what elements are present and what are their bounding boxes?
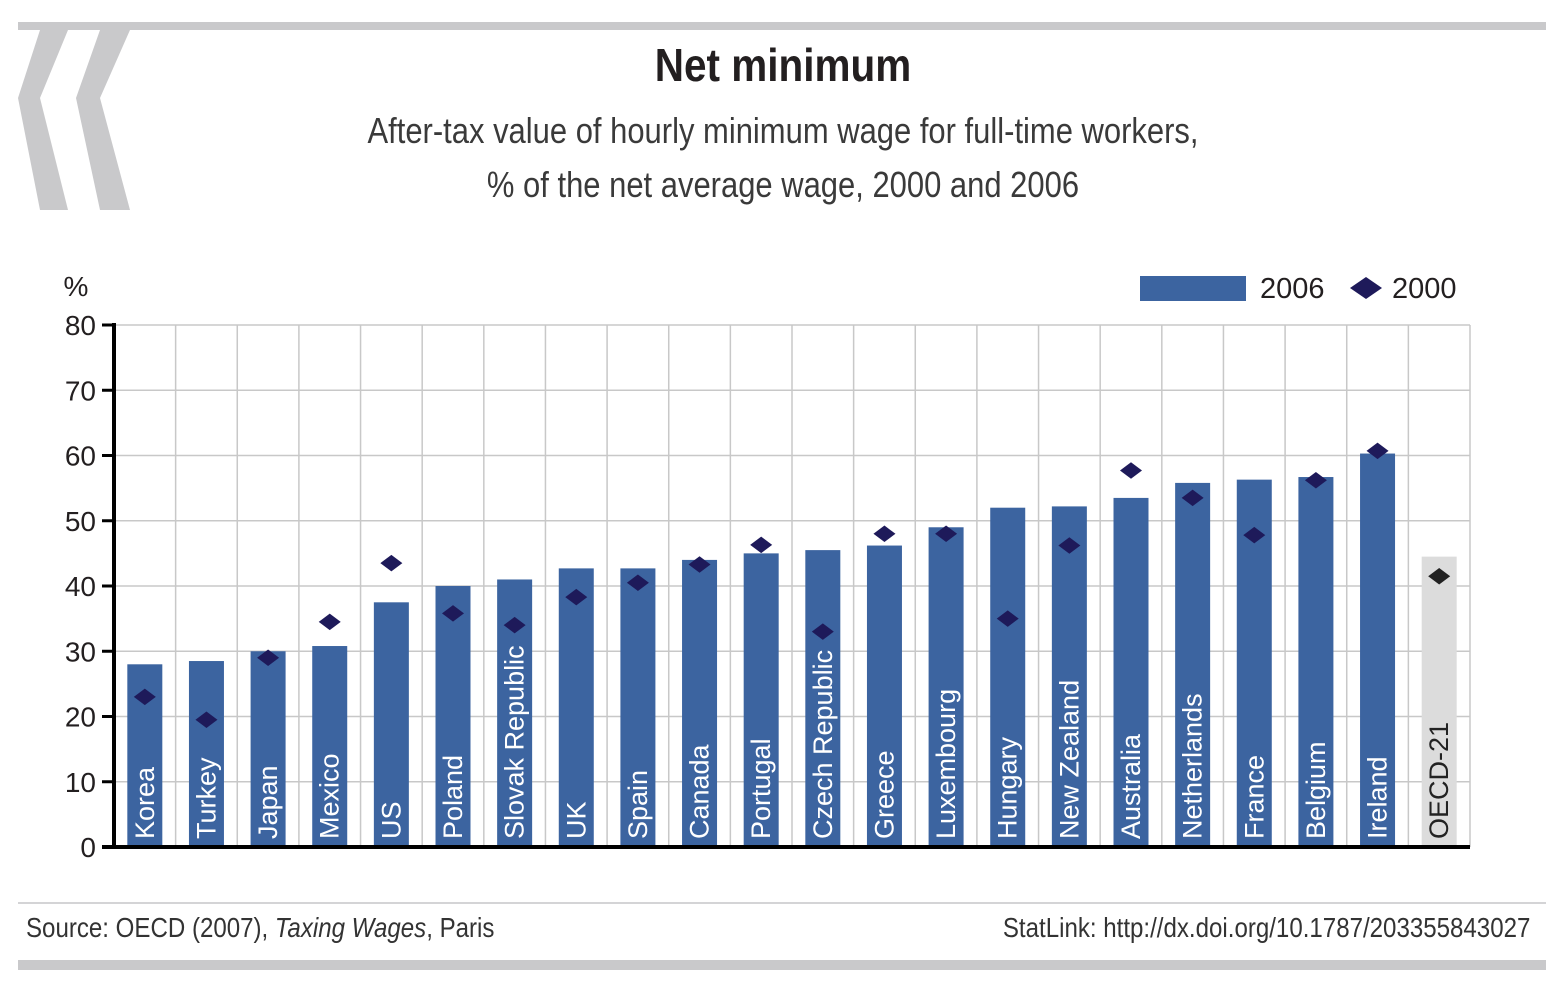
category-label: Luxembourg [931, 689, 961, 839]
bar-2006 [435, 586, 471, 847]
marker-2000 [1366, 442, 1389, 460]
bar-2006 [1175, 482, 1211, 847]
category-label: Slovak Republic [500, 645, 530, 839]
legend-label-2006: 2006 [1260, 273, 1325, 305]
y-tick-label: 50 [65, 506, 96, 537]
legend-swatch-2006 [1140, 276, 1246, 301]
bar-2006 [682, 559, 718, 847]
marker-2000 [380, 554, 403, 572]
marker-2000 [503, 616, 526, 634]
source-suffix: , Paris [426, 912, 495, 943]
marker-2000 [1304, 472, 1327, 489]
bar-2006 [1113, 497, 1149, 847]
marker-2000 [565, 588, 588, 606]
category-label: Poland [438, 755, 468, 839]
category-label: Portugal [746, 738, 776, 839]
chart-subtitle-line2: % of the net average wage, 2000 and 2006 [486, 164, 1080, 205]
category-label: Czech Republic [808, 650, 838, 839]
bar-2006 [1051, 506, 1087, 847]
category-label: US [376, 801, 406, 839]
legend-marker-2000 [1350, 277, 1382, 299]
y-tick-label: 40 [65, 571, 96, 602]
bar-2006 [373, 602, 409, 847]
marker-2000 [626, 574, 649, 591]
marker-2000 [257, 649, 280, 667]
bar-2006 [1421, 556, 1457, 847]
source-title: Taxing Wages [274, 912, 427, 943]
footer-top-rule [18, 902, 1546, 904]
bar-2006 [928, 527, 964, 847]
marker-2000 [195, 711, 218, 729]
marker-2000 [1428, 567, 1451, 585]
legend-label-2000: 2000 [1392, 273, 1457, 305]
quote-mark-icon [18, 30, 130, 210]
category-label: Hungary [993, 736, 1023, 839]
top-rule [18, 22, 1546, 30]
bar-2006 [805, 550, 841, 847]
marker-2000 [1243, 526, 1266, 544]
bar-2006 [312, 646, 348, 847]
y-tick-label: 70 [65, 375, 96, 406]
category-label: France [1239, 755, 1269, 839]
category-label: Japan [253, 765, 283, 839]
category-label: Greece [869, 750, 899, 839]
marker-2000 [1120, 462, 1142, 479]
bottom-rule [18, 960, 1546, 970]
bar-2006 [990, 507, 1026, 847]
chart-title: Net minimum [654, 39, 912, 91]
marker-2000 [1181, 489, 1204, 507]
category-label: New Zealand [1054, 680, 1084, 839]
bar-2006 [743, 553, 779, 847]
marker-2000 [935, 525, 958, 543]
marker-2000 [442, 605, 464, 622]
y-tick-label: 30 [65, 636, 96, 667]
bar-2006 [250, 651, 286, 847]
category-label: OECD-21 [1424, 722, 1454, 839]
marker-2000 [873, 525, 896, 543]
category-label: Korea [130, 766, 160, 839]
y-tick-label: 0 [80, 832, 96, 863]
marker-2000 [688, 556, 711, 573]
bar-2006 [558, 568, 594, 847]
bar-chart: 0 10 20 30 40 50 60 70 80% Korea Turkey Japan Mexico… [64, 271, 1471, 863]
marker-2000 [1058, 537, 1081, 554]
bar-2006 [620, 568, 656, 847]
category-label: Netherlands [1178, 693, 1208, 839]
statlink[interactable]: StatLink: http://dx.doi.org/10.1787/2033… [1002, 912, 1530, 943]
marker-2000 [318, 613, 341, 631]
source-prefix: Source: OECD (2007), [26, 912, 275, 943]
y-tick-label: 80 [65, 310, 96, 341]
y-tick-label: 20 [65, 702, 96, 733]
y-axis-label: % [64, 271, 89, 302]
category-label: Australia [1116, 733, 1146, 839]
marker-2000 [750, 536, 773, 554]
marker-2000 [996, 610, 1019, 627]
category-label: UK [561, 801, 591, 839]
category-label: Canada [685, 743, 715, 839]
marker-2000 [811, 623, 834, 640]
category-label: Turkey [191, 757, 221, 839]
category-label: Spain [623, 770, 653, 839]
category-label: Mexico [315, 753, 345, 839]
bar-2006 [1298, 477, 1334, 847]
chart-subtitle-line1: After-tax value of hourly minimum wage f… [367, 110, 1199, 151]
category-label: Belgium [1301, 741, 1331, 839]
category-label: Ireland [1363, 756, 1393, 839]
y-tick-label: 60 [65, 441, 96, 472]
marker-2000 [133, 688, 156, 706]
source-note: Source: OECD (2007), Taxing Wages, Paris [26, 912, 494, 944]
y-tick-label: 10 [65, 767, 96, 798]
bar-2006 [188, 661, 224, 847]
bar-2006 [1360, 453, 1396, 847]
bar-2006 [866, 545, 902, 847]
